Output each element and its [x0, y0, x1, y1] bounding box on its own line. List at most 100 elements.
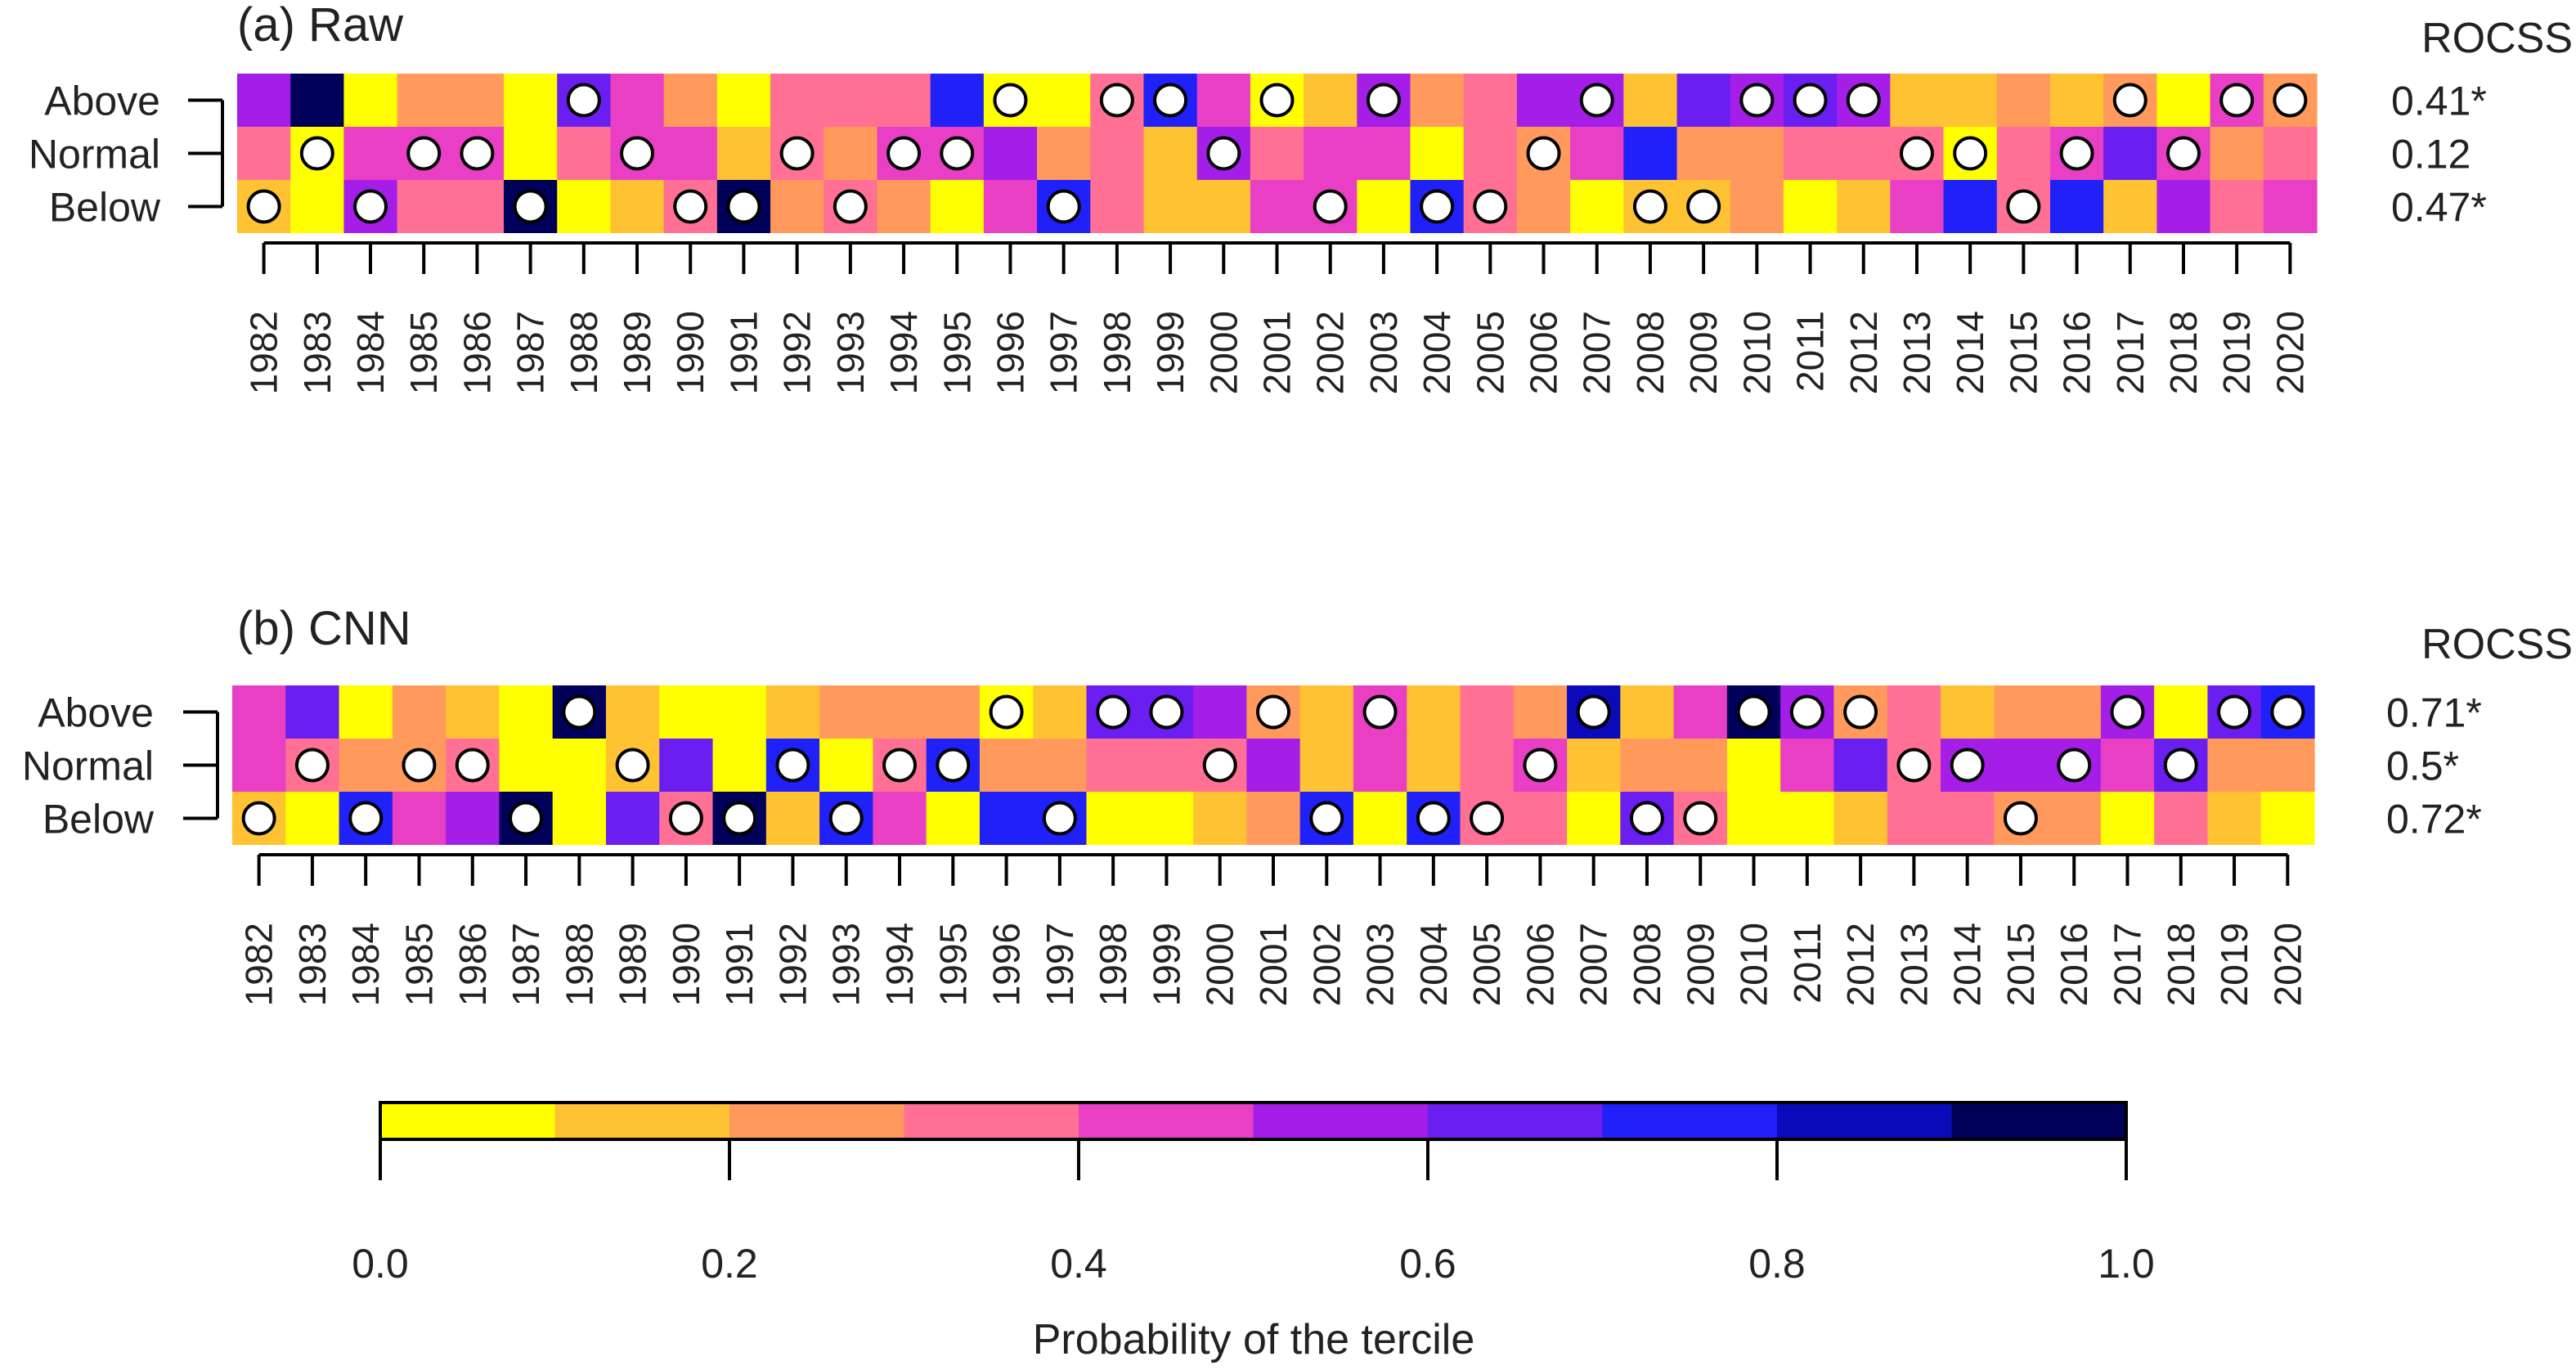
heatmap-cell	[1730, 180, 1784, 233]
observed-marker	[989, 694, 1024, 730]
heatmap-cell	[1139, 739, 1194, 792]
heatmap-cell	[712, 739, 767, 792]
year-tick-label: 1985	[397, 923, 440, 1006]
year-tick-label: 2008	[1626, 923, 1668, 1006]
year-tick-label: 1986	[456, 311, 498, 394]
observed-marker	[241, 801, 276, 836]
panel-title: (a) Raw	[237, 0, 404, 52]
heatmap-cell	[1676, 74, 1731, 127]
heatmap-cell	[1407, 685, 1461, 739]
year-tick-label: 2005	[1465, 923, 1508, 1006]
heatmap-cell	[1726, 739, 1781, 792]
heatmap-cell	[1673, 685, 1728, 739]
heatmap-cell	[1353, 792, 1407, 845]
year-tick-label: 2019	[2215, 311, 2258, 394]
year-tick-label: 1988	[563, 311, 605, 394]
year-tick-label: 2020	[2269, 311, 2311, 394]
colorbar-swatch	[380, 1103, 556, 1139]
heatmap-cell	[1463, 127, 1518, 180]
year-tick-label: 2008	[1629, 311, 1672, 394]
colorbar-tick-label: 0.0	[352, 1241, 409, 1287]
heatmap-cell	[610, 74, 665, 127]
observed-marker	[1206, 136, 1241, 171]
year-tick-label: 2015	[1999, 923, 2042, 1006]
heatmap-cell	[1516, 74, 1571, 127]
heatmap-cell	[979, 739, 1034, 792]
heatmap-cells	[237, 74, 2318, 233]
year-tick-label: 2007	[1576, 311, 1618, 394]
observed-marker	[2110, 694, 2145, 730]
year-tick-label: 2007	[1573, 923, 1615, 1006]
heatmap-cell	[1837, 127, 1891, 180]
heatmap-cell	[2210, 127, 2264, 180]
heatmap-cell	[1620, 685, 1675, 739]
year-tick-label: 1994	[878, 923, 921, 1006]
heatmap-cell	[285, 792, 340, 845]
heatmap-cell	[1837, 180, 1891, 233]
year-tick-label: 1990	[665, 923, 707, 1006]
year-tick-label: 2002	[1309, 311, 1352, 394]
heatmap-cell	[392, 792, 447, 845]
year-tick-label: 1995	[936, 311, 978, 394]
heatmap-cell	[1353, 739, 1407, 792]
observed-marker	[1153, 83, 1188, 118]
row-label: Above	[44, 79, 160, 124]
observed-marker	[1313, 189, 1348, 224]
heatmap-cell	[1357, 180, 1411, 233]
heatmap-cell	[232, 739, 286, 792]
observed-marker	[1579, 83, 1614, 118]
colorbar-swatch	[554, 1103, 730, 1139]
observed-marker	[886, 136, 922, 171]
heatmap-cell	[873, 685, 927, 739]
observed-marker	[2057, 748, 2092, 783]
year-tick-label: 2009	[1679, 923, 1721, 1006]
observed-marker	[402, 748, 437, 783]
heatmap-cell	[1193, 685, 1247, 739]
heatmap-cell	[1780, 739, 1835, 792]
heatmap-cell	[339, 685, 393, 739]
heatmap-cell	[2047, 792, 2102, 845]
observed-marker	[2059, 136, 2094, 171]
heatmap-cell	[1033, 685, 1088, 739]
heatmap-cell	[2103, 180, 2157, 233]
year-tick-label: 2009	[1682, 311, 1725, 394]
score-value: 0.41*	[2391, 79, 2487, 124]
observed-marker	[775, 748, 810, 783]
colorbar-tick-label: 1.0	[2098, 1241, 2155, 1287]
colorbar-swatch	[1253, 1103, 1429, 1139]
heatmap-cell	[1833, 792, 1888, 845]
heatmap-cell	[2100, 739, 2155, 792]
observed-marker	[620, 136, 655, 171]
observed-marker	[509, 801, 544, 836]
observed-marker	[1632, 189, 1667, 224]
year-tick-label: 2010	[1733, 923, 1775, 1006]
heatmap-cell	[1410, 74, 1465, 127]
heatmap-cell	[499, 685, 554, 739]
heatmap-cell	[2156, 180, 2211, 233]
heatmap-cell	[1623, 127, 1678, 180]
score-column: 0.71* 0.5* 0.72*	[2386, 690, 2482, 842]
heatmap-cell	[557, 127, 612, 180]
heatmap-cell	[1460, 685, 1515, 739]
year-tick-label: 1996	[985, 923, 1028, 1006]
heatmap-cell	[504, 127, 558, 180]
year-tick-label: 1989	[612, 923, 654, 1006]
heatmap-cell	[1570, 180, 1624, 233]
heatmap-cell	[1890, 74, 1945, 127]
heatmap-cell	[770, 180, 824, 233]
year-tick-label: 1991	[722, 311, 765, 394]
observed-marker	[722, 801, 757, 836]
heatmap-cell	[1304, 127, 1358, 180]
heatmap-cell	[2263, 127, 2318, 180]
year-tick-label: 2005	[1469, 311, 1511, 394]
heatmap-cell	[1726, 792, 1781, 845]
observed-marker	[726, 189, 761, 224]
heatmap-cell	[1250, 127, 1304, 180]
heatmap-cell	[1143, 127, 1198, 180]
heatmap-cell	[1246, 792, 1301, 845]
observed-marker	[2270, 694, 2305, 730]
year-tick-label: 1987	[509, 311, 552, 394]
heatmap-cell	[1193, 792, 1247, 845]
observed-marker	[828, 801, 864, 836]
observed-marker	[1046, 189, 1081, 224]
